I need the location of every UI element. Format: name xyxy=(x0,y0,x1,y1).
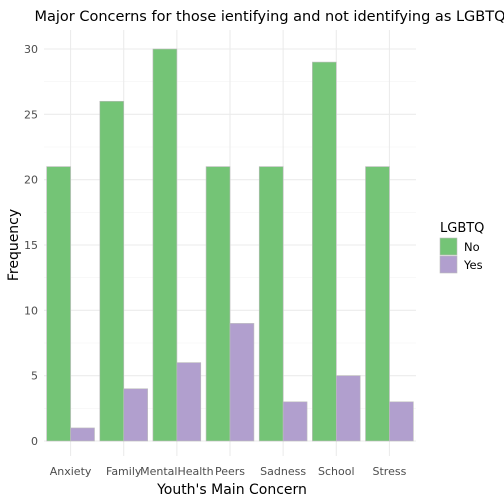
legend-title: LGBTQ xyxy=(440,221,484,236)
bar-no-sadness xyxy=(258,166,284,442)
x-tick-label: Anxiety xyxy=(50,465,92,478)
y-axis-title: Frequency xyxy=(6,209,22,281)
y-tick-label: 20 xyxy=(24,174,38,187)
bar-no-anxiety xyxy=(46,166,71,442)
y-tick-label: 10 xyxy=(24,304,38,317)
chart-title: Major Concerns for those ientifying and … xyxy=(34,9,504,25)
y-tick-label: 0 xyxy=(31,435,38,448)
bar-yes-school xyxy=(335,375,361,442)
bar-yes-family xyxy=(123,388,148,442)
x-tick-label: MentalHealth xyxy=(140,465,213,478)
legend-swatch-no xyxy=(439,237,458,256)
bar-no-stress xyxy=(365,166,390,442)
bar-no-peers xyxy=(205,166,231,442)
x-tick-label: Stress xyxy=(373,465,407,478)
legend-swatch-yes xyxy=(439,255,458,274)
bar-yes-mentalhealth xyxy=(176,362,202,442)
y-tick-label: 15 xyxy=(24,239,38,252)
bar-yes-stress xyxy=(389,401,414,442)
bar-no-school xyxy=(312,61,337,442)
bar-no-family xyxy=(99,100,125,442)
bars xyxy=(46,48,414,442)
x-tick-label: Peers xyxy=(215,465,245,478)
bar-yes-sadness xyxy=(282,401,308,442)
y-tick-label: 5 xyxy=(31,370,38,383)
x-tick-label: Sadness xyxy=(260,465,306,478)
x-tick-label: School xyxy=(318,465,355,478)
y-axis-ticks: 0 5 10 15 20 25 30 xyxy=(24,43,38,448)
bar-no-mentalhealth xyxy=(152,48,178,442)
legend-label-yes: Yes xyxy=(463,258,483,272)
bar-yes-peers xyxy=(229,323,255,442)
y-tick-label: 25 xyxy=(24,108,38,121)
bar-yes-anxiety xyxy=(70,427,95,442)
x-tick-label: Family xyxy=(106,465,142,478)
x-axis-title: Youth's Main Concern xyxy=(156,482,307,498)
legend-label-no: No xyxy=(464,240,480,254)
legend: LGBTQ No Yes xyxy=(439,221,484,274)
y-tick-label: 30 xyxy=(24,43,38,56)
